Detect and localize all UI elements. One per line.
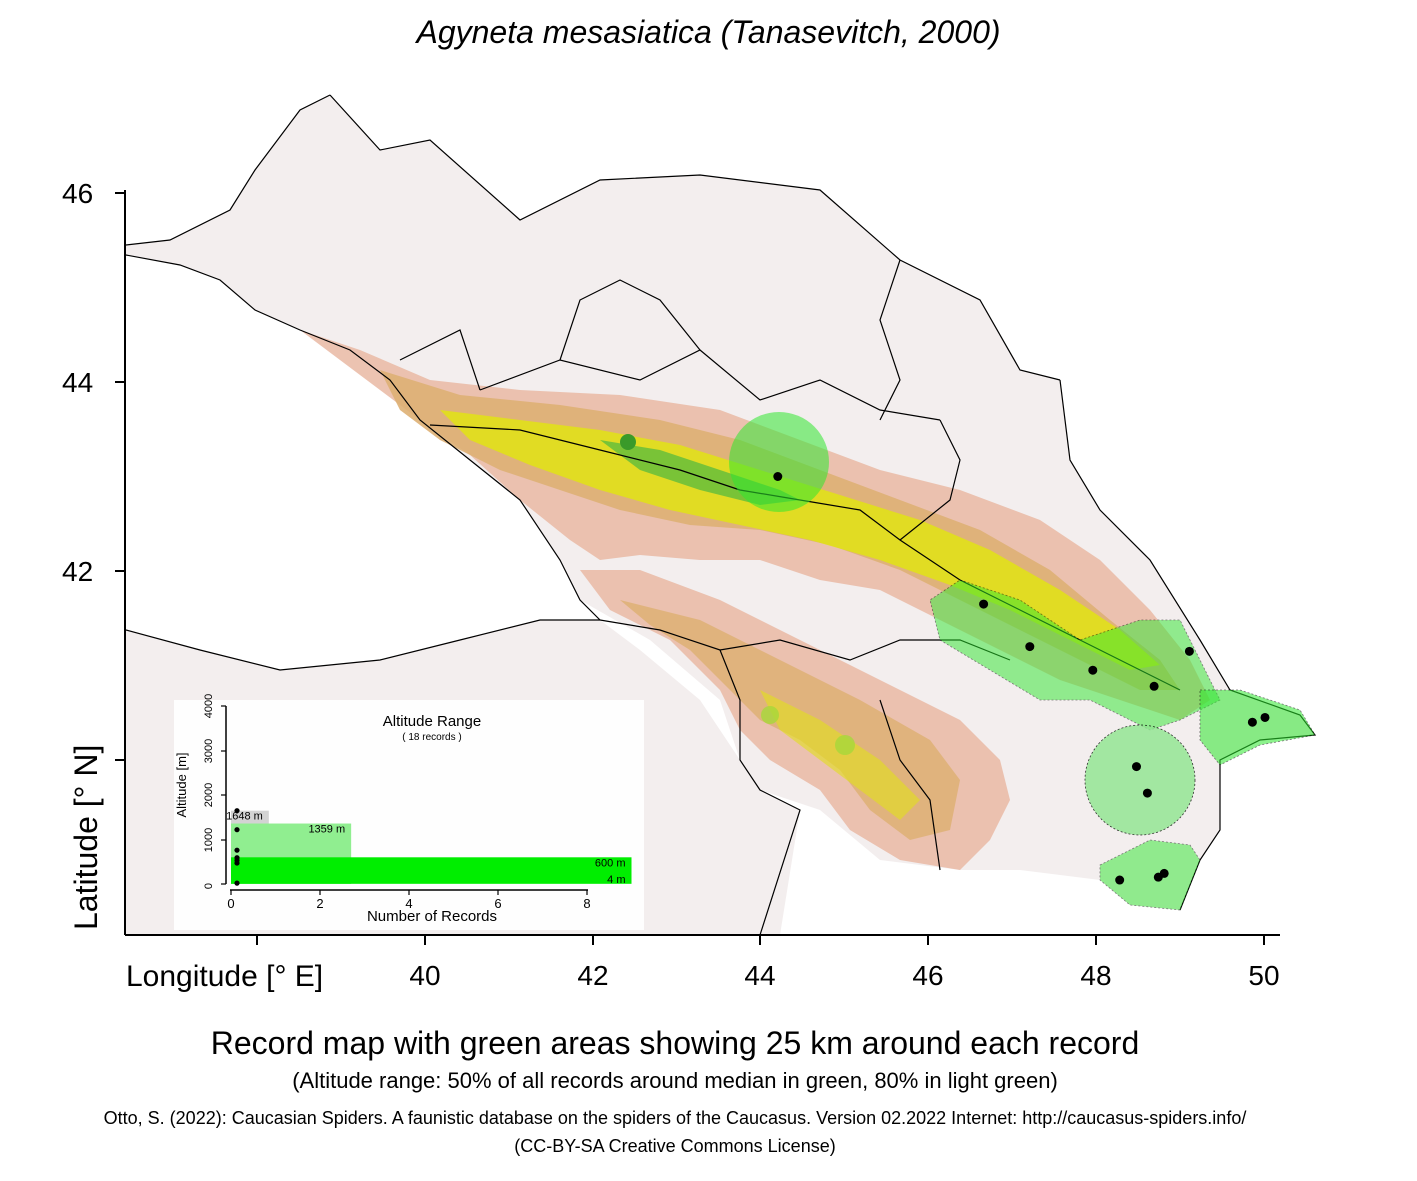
record-point xyxy=(1260,712,1270,722)
record-point xyxy=(1149,681,1159,691)
inset-x-tick: 4 xyxy=(405,896,412,911)
record-point xyxy=(773,472,783,481)
record-point xyxy=(1131,762,1141,772)
altitude-record-point xyxy=(234,847,240,853)
inset-x-tick: 8 xyxy=(583,896,590,911)
altitude-record-point xyxy=(234,827,240,833)
record-point xyxy=(1025,642,1035,652)
inset-x-label: Number of Records xyxy=(367,908,497,925)
country-borders xyxy=(125,94,1317,936)
record-point xyxy=(1088,665,1098,675)
record-points xyxy=(773,472,1270,885)
x-tick-label: 48 xyxy=(1080,960,1112,991)
inset-x-tick: 6 xyxy=(494,896,501,911)
x-tick-label: 40 xyxy=(409,960,441,991)
map-axes xyxy=(115,190,1280,945)
high-mountain-zone xyxy=(440,410,1160,670)
altitude-bar-low-label: 4 m xyxy=(607,874,625,886)
license-line: (CC-BY-SA Creative Commons License) xyxy=(514,1136,836,1156)
record-buffers xyxy=(729,412,1316,911)
map-title: Agyneta mesasiatica (Tanasevitch, 2000) xyxy=(416,14,1001,50)
record-point xyxy=(1115,875,1125,885)
alpine-spot xyxy=(620,434,636,450)
inset-y-tick: 3000 xyxy=(203,739,215,763)
inset-subtitle: ( 18 records ) xyxy=(402,732,461,743)
inset-y-tick: 2000 xyxy=(203,783,215,807)
map-caption-sub: (Altitude range: 50% of all records arou… xyxy=(292,1068,1058,1093)
altitude-record-point xyxy=(234,880,240,886)
record-point xyxy=(979,599,989,609)
x-axis-label: Longitude [° E] xyxy=(126,960,324,993)
x-tick-label: 42 xyxy=(577,960,609,991)
altitude-record-point xyxy=(234,808,240,814)
inset-title: Altitude Range xyxy=(383,713,481,730)
y-tick-label: 44 xyxy=(62,367,94,398)
record-point xyxy=(1184,646,1194,656)
inset-y-tick: 1000 xyxy=(203,828,215,852)
altitude-bar-high-label: 600 m xyxy=(595,857,626,869)
record-point xyxy=(1159,868,1169,878)
altitude-bar-high-label: 1359 m xyxy=(308,824,345,836)
inset-y-label: Altitude [m] xyxy=(174,752,189,817)
altitude-bar xyxy=(231,857,632,884)
inset-x-tick: 0 xyxy=(227,896,234,911)
y-tick-label: 42 xyxy=(62,556,94,587)
y-tick-label: 46 xyxy=(62,178,94,209)
inset-y-tick: 4000 xyxy=(203,694,215,718)
record-point xyxy=(1247,717,1257,727)
alpine-spot xyxy=(835,735,855,755)
alpine-spot xyxy=(761,706,779,724)
inset-points xyxy=(234,808,240,886)
map-caption: Record map with green areas showing 25 k… xyxy=(210,1025,1140,1061)
altitude-record-point xyxy=(234,860,240,866)
x-tick-label: 46 xyxy=(912,960,944,991)
inset-y-tick: 0 xyxy=(203,883,215,889)
altitude-bar-high-label: 1648 m xyxy=(226,811,263,823)
credit-line: Otto, S. (2022): Caucasian Spiders. A fa… xyxy=(103,1108,1247,1128)
record-point xyxy=(1142,788,1152,798)
y-axis-label: Latitude [° N] xyxy=(68,744,104,930)
x-tick-label: 44 xyxy=(744,960,776,991)
high-mountain-zone-south xyxy=(760,690,920,820)
inset-x-tick: 2 xyxy=(316,896,323,911)
x-tick-label: 50 xyxy=(1248,960,1280,991)
